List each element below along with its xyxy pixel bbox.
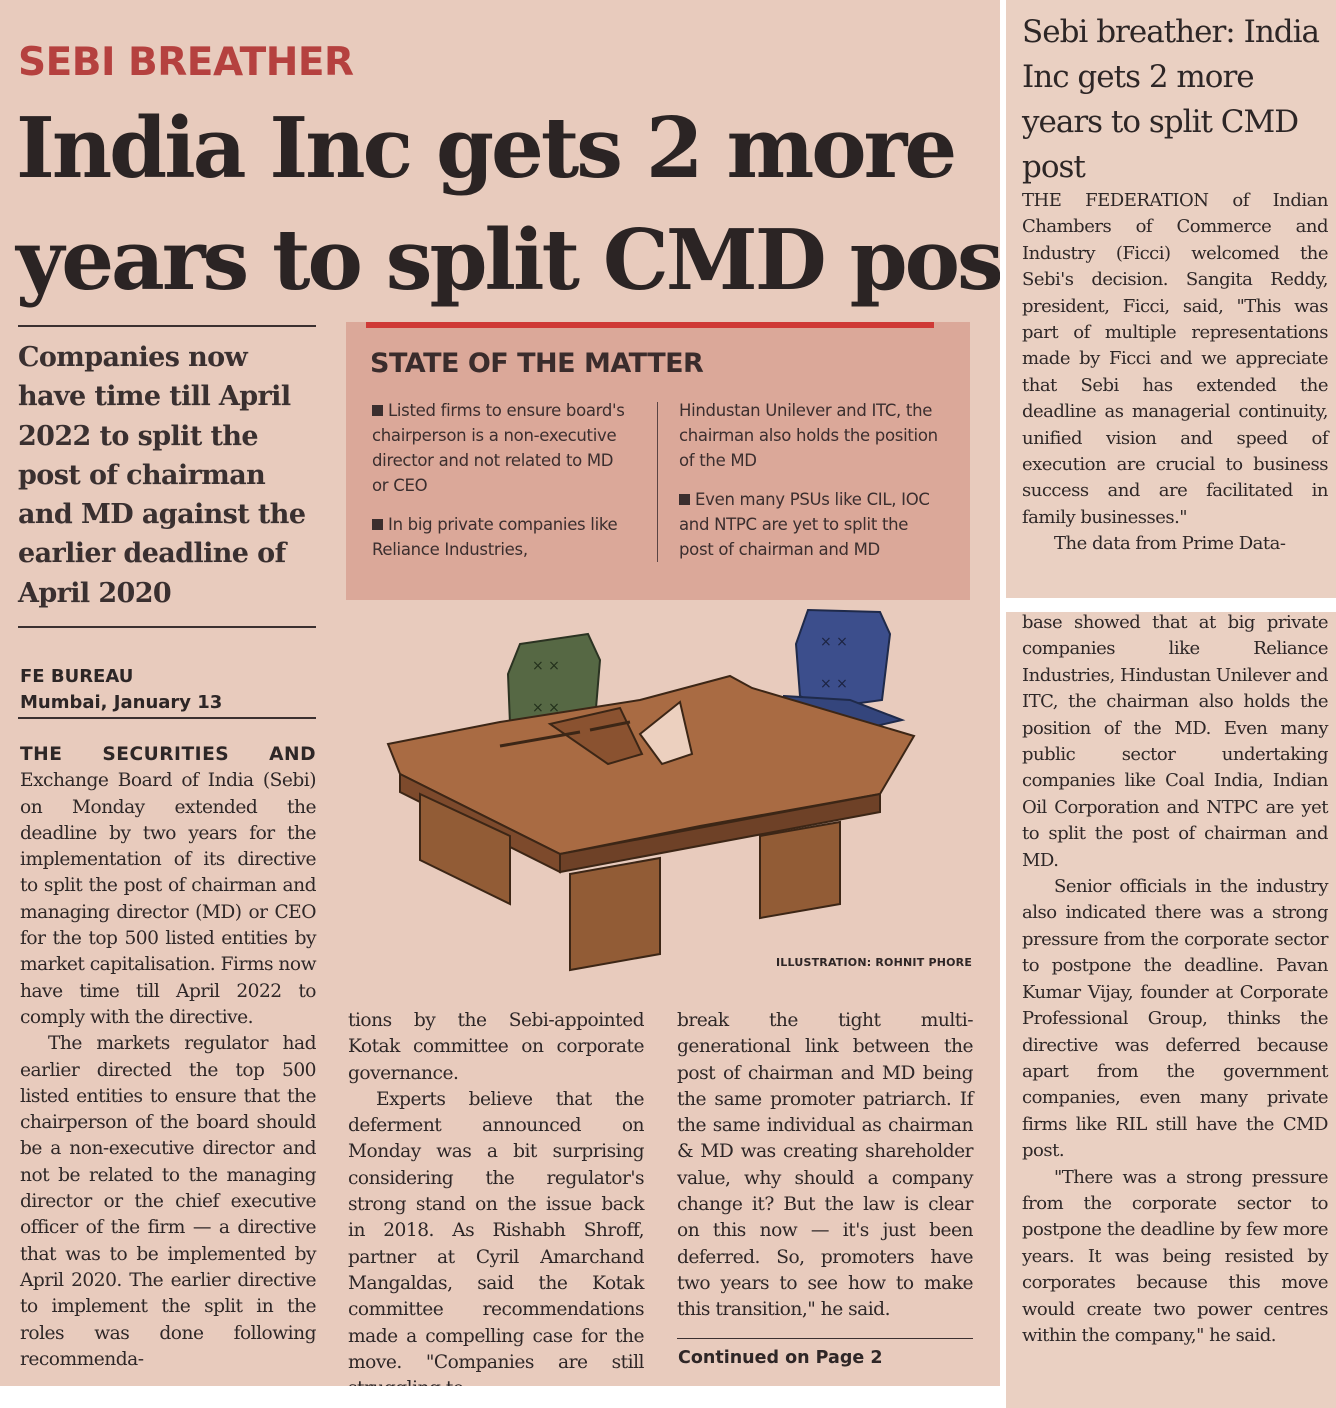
- bullet-icon: [679, 494, 690, 505]
- newspaper-clipping: SEBI BREATHER India Inc gets 2 more year…: [0, 0, 1000, 1386]
- box-bullet-2-text: In big private companies like Reliance I…: [372, 515, 618, 559]
- continuation-column-top: THE FEDERATION of Indian Chambers of Com…: [1022, 188, 1329, 558]
- clipping-gap: [1006, 598, 1336, 612]
- svg-text:× ×: × ×: [820, 676, 848, 692]
- desk-chairs-illustration: × × × × × × × ×: [386, 608, 916, 972]
- box-bullet-3-text: Even many PSUs like CIL, IOC and NTPC ar…: [679, 490, 930, 559]
- deck: Companies now have time till April 2022 …: [18, 342, 306, 609]
- box-divider: [657, 402, 658, 562]
- svg-text:× ×: × ×: [820, 634, 848, 650]
- byline-source: FE BUREAU: [20, 666, 134, 687]
- lead-rest: Exchange Board of India (Sebi) on Monday…: [20, 770, 317, 1028]
- split-desk-icon: [386, 674, 916, 972]
- box-accent-bar: [366, 322, 934, 328]
- lead-in: THE SECURITIES AND: [20, 744, 316, 765]
- continuation-column-bottom: base showed that at big private companie…: [1022, 610, 1329, 1349]
- headline-line-1: India Inc gets 2 more: [16, 99, 957, 197]
- column-1-paragraph-2: The markets regulator had earlier direct…: [20, 1033, 317, 1370]
- continuation-clipping: Sebi breather: India Inc gets 2 more yea…: [1006, 0, 1336, 1408]
- column-2-paragraph-1: tions by the Sebi-appointed Kotak commit…: [348, 1010, 645, 1084]
- byline-rule: [18, 717, 316, 719]
- box-bullet-2-continued: Hindustan Unilever and ITC, the chairman…: [679, 401, 938, 470]
- continuation-paragraph-3: Senior officials in the industry also in…: [1022, 876, 1329, 1162]
- svg-text:× ×: × ×: [532, 658, 560, 674]
- continuation-headline: Sebi breather: India Inc gets 2 more yea…: [1022, 14, 1320, 185]
- illustration-credit: ILLUSTRATION: ROHNIT PHORE: [776, 956, 973, 969]
- continued-note: Continued on Page 2: [678, 1348, 883, 1368]
- column-2-paragraph-2: Experts believe that the deferment annou…: [348, 1088, 645, 1386]
- column-3-paragraph-1: break the tight multi-generational link …: [677, 1010, 974, 1321]
- bullet-icon: [372, 519, 383, 530]
- article-column-2: tions by the Sebi-appointed Kotak commit…: [348, 1008, 645, 1386]
- box-bullet-1-text: Listed firms to ensure board's chairpers…: [372, 401, 625, 495]
- clipping-separator: [1000, 0, 1006, 1408]
- byline-dateline: Mumbai, January 13: [20, 692, 223, 713]
- column-1-paragraph-1: THE SECURITIES AND Exchange Board of Ind…: [20, 742, 317, 1031]
- continuation-paragraph-4: "There was a strong pressure from the co…: [1022, 1166, 1329, 1346]
- bullet-icon: [372, 405, 383, 416]
- deck-top-rule: [18, 325, 316, 327]
- box-title: STATE OF THE MATTER: [370, 348, 704, 379]
- headline-line-2: years to split CMD post: [16, 211, 1000, 309]
- kicker: SEBI BREATHER: [18, 40, 354, 85]
- continuation-paragraph-2-start: The data from Prime Data-: [1054, 533, 1286, 555]
- continuation-paragraph-1: THE FEDERATION of Indian Chambers of Com…: [1022, 190, 1329, 528]
- box-bullet-2: In big private companies like Reliance I…: [372, 512, 634, 562]
- continued-rule: [677, 1338, 973, 1339]
- headline: India Inc gets 2 more years to split CMD…: [16, 92, 1000, 316]
- svg-text:× ×: × ×: [532, 700, 560, 716]
- article-column-1: THE SECURITIES AND Exchange Board of Ind…: [20, 742, 317, 1373]
- box-column-right: Hindustan Unilever and ITC, the chairman…: [679, 398, 941, 576]
- box-bullet-1: Listed firms to ensure board's chairpers…: [372, 398, 634, 498]
- article-column-3: break the tight multi-generational link …: [677, 1008, 974, 1324]
- box-column-left: Listed firms to ensure board's chairpers…: [372, 398, 634, 576]
- byline: FE BUREAU Mumbai, January 13: [20, 664, 222, 716]
- deck-bottom-rule: [18, 626, 316, 628]
- box-bullet-3: Even many PSUs like CIL, IOC and NTPC ar…: [679, 487, 941, 562]
- continuation-paragraph-2-rest: base showed that at big private companie…: [1022, 612, 1329, 871]
- state-of-the-matter-box: STATE OF THE MATTER Listed firms to ensu…: [346, 322, 970, 600]
